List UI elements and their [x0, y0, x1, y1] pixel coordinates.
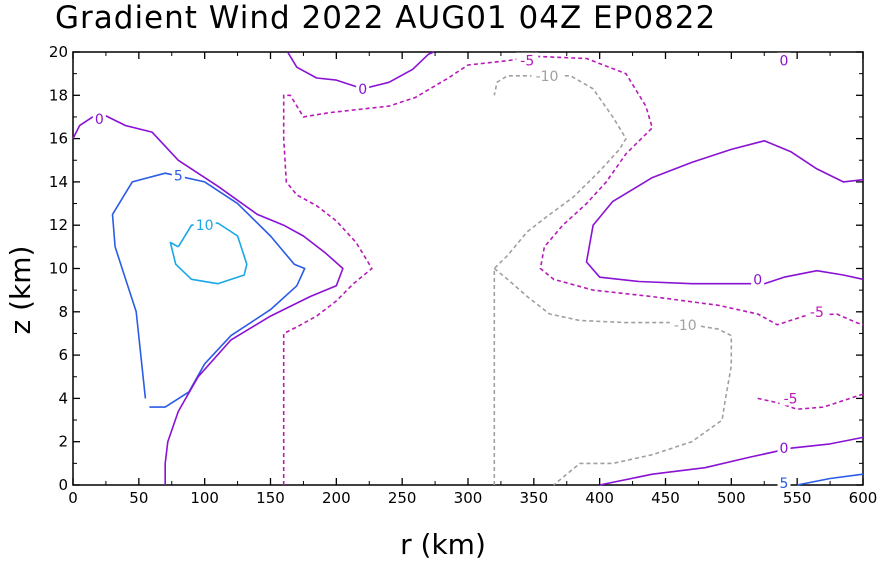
contour-c0-bottom [599, 436, 864, 486]
x-tick-label: 100 [190, 489, 219, 507]
contour-label-bg [805, 303, 828, 319]
y-tick-label: 12 [49, 216, 68, 234]
contour-label-bg [516, 52, 539, 68]
y-tick-label: 4 [58, 389, 68, 407]
contour-label-c5-bottomright: 5 [780, 476, 789, 492]
contour-cm5-lower [757, 393, 864, 410]
x-tick-label: 600 [849, 489, 878, 507]
contour-lines [72, 51, 864, 486]
contour-label-cm5-left: -5 [520, 54, 534, 70]
contour-label-bg [777, 52, 791, 68]
contour-label-bg [779, 390, 802, 406]
x-tick-label: 400 [585, 489, 614, 507]
contour-label-bg [777, 474, 791, 490]
y-axis-label: z (km) [4, 246, 37, 335]
contour-label-bg [171, 167, 185, 183]
y-tick-label: 2 [58, 433, 68, 451]
x-tick-label: 250 [388, 489, 417, 507]
contour-label-cm10: -10 [536, 69, 559, 85]
x-tick-label: 150 [256, 489, 285, 507]
contour-label-c0-left: 0 [95, 112, 104, 128]
contour-label-bg [92, 111, 106, 127]
contour-c5-core [111, 172, 306, 408]
x-tick-label: 350 [520, 489, 549, 507]
plot-frame [72, 51, 864, 486]
contour-label-c0-top: 0 [358, 82, 367, 98]
chart-title: Gradient Wind 2022 AUG01 04Z EP0822 [55, 0, 716, 36]
y-tick-label: 16 [49, 130, 68, 148]
contour-c5-bottomright [797, 473, 864, 486]
contour-label-c0-bottom: 0 [780, 441, 789, 457]
contour-label-cm5-right-upper: -5 [810, 305, 824, 321]
contour-label-bg [356, 80, 370, 96]
contour-label-bg [751, 271, 765, 287]
contour-label-cm10-lower: -10 [674, 318, 697, 334]
contour-cm5-left [282, 55, 864, 485]
contour-c0-left [72, 111, 344, 485]
contour-label-bg [777, 440, 791, 456]
x-tick-label: 50 [129, 489, 148, 507]
axis-ticks: 0 50 100 150 200 250 300 350 400 450 500 550 6000246… [49, 43, 877, 507]
contour-label-c5-core: 5 [174, 168, 183, 184]
contour-label-bg [669, 316, 701, 332]
y-tick-label: 18 [49, 86, 68, 104]
contour-label-bg [193, 217, 216, 233]
x-axis-label: r (km) [400, 528, 486, 561]
y-tick-label: 20 [49, 43, 68, 61]
y-tick-label: 0 [58, 476, 68, 494]
contour-label-cm5-lower: -5 [784, 391, 798, 407]
y-tick-label: 8 [58, 303, 68, 321]
contour-label-c0-right: 0 [753, 272, 762, 288]
contour-label-c0-topright: 0 [780, 54, 789, 70]
contour-cm10-lower [493, 267, 733, 486]
x-tick-label: 300 [454, 489, 483, 507]
x-tick-label: 500 [717, 489, 746, 507]
x-tick-label: 0 [68, 489, 78, 507]
y-tick-label: 6 [58, 346, 68, 364]
contour-label-c10-core: 10 [196, 218, 214, 234]
x-tick-label: 200 [322, 489, 351, 507]
contour-label-bg [531, 67, 563, 83]
contour-c0-right [585, 140, 864, 285]
y-tick-label: 10 [49, 260, 68, 278]
x-tick-label: 450 [651, 489, 680, 507]
x-tick-label: 550 [783, 489, 812, 507]
y-tick-label: 14 [49, 173, 68, 191]
